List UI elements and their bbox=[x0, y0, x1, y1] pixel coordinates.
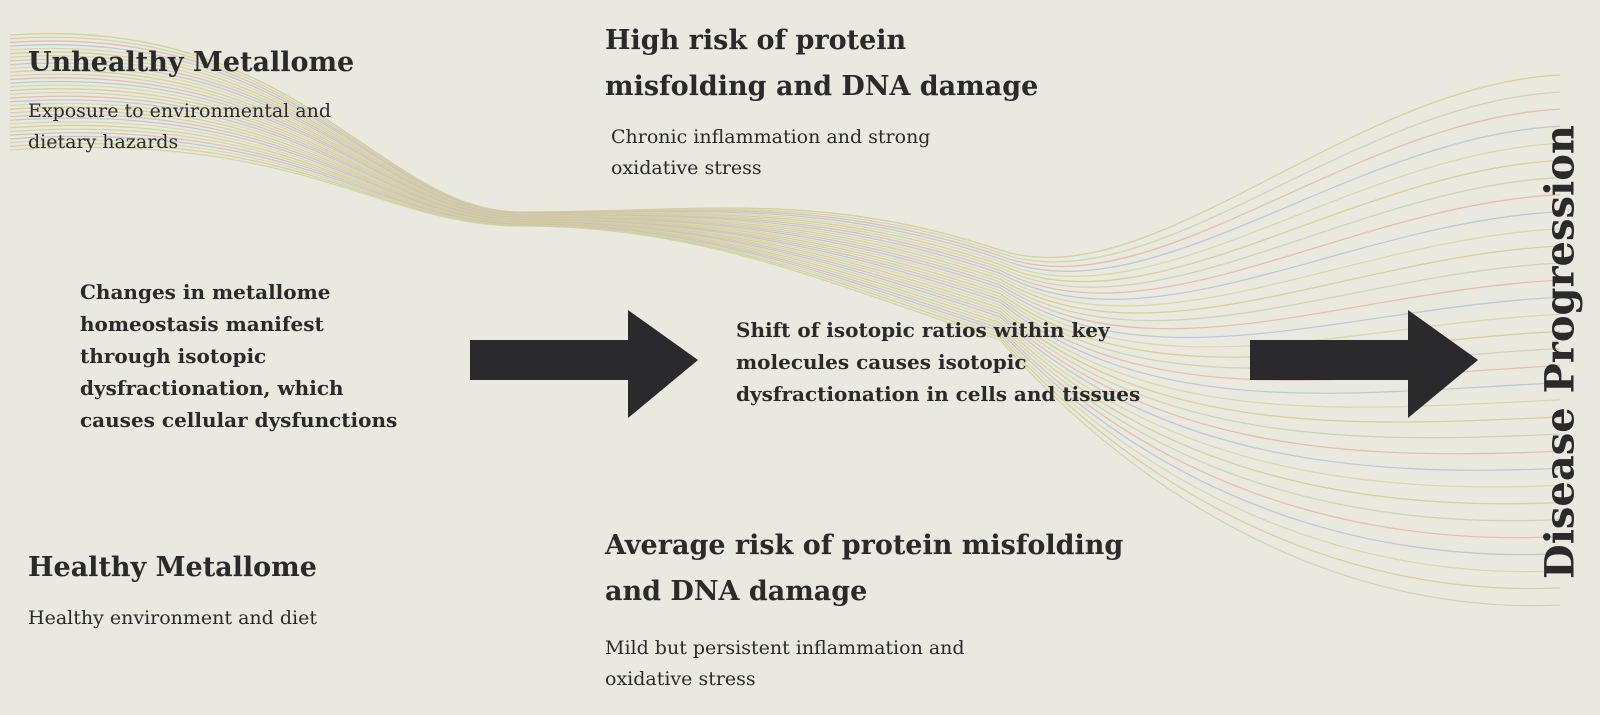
description: Chronic inflammation and strong oxidativ… bbox=[611, 126, 931, 179]
heading: Average risk of protein misfolding and D… bbox=[605, 530, 1124, 607]
waves bbox=[9, 32, 1561, 607]
unhealthy-block: Unhealthy Metallome Exposure to environm… bbox=[28, 40, 448, 158]
heading: High risk of protein misfolding and DNA … bbox=[605, 25, 1039, 102]
wave-line bbox=[9, 66, 1561, 307]
heading: Healthy Metallome bbox=[28, 552, 317, 583]
heading: Unhealthy Metallome bbox=[28, 47, 355, 78]
wave-line bbox=[9, 139, 1561, 573]
description: Mild but persistent inflammation and oxi… bbox=[605, 637, 965, 690]
wave-line bbox=[9, 80, 1561, 339]
wave-line bbox=[9, 142, 1561, 590]
side-label: Disease Progression bbox=[1536, 125, 1584, 579]
wave-line bbox=[9, 36, 1561, 263]
changes-text: Changes in metallome homeostasis manifes… bbox=[80, 280, 398, 432]
wave-line bbox=[9, 99, 1561, 394]
wave-line bbox=[9, 58, 1561, 294]
wave-line bbox=[9, 146, 1561, 607]
wave-line bbox=[9, 51, 1561, 283]
wave-line bbox=[9, 113, 1561, 455]
average-risk-block: Average risk of protein misfolding and D… bbox=[605, 523, 1125, 695]
wave-line bbox=[9, 47, 1561, 277]
shift-text: Shift of isotopic ratios within key mole… bbox=[736, 318, 1141, 406]
wave-line bbox=[9, 110, 1561, 439]
wave-line bbox=[9, 40, 1561, 268]
wave-line bbox=[9, 117, 1561, 471]
wave-line bbox=[9, 128, 1561, 522]
wave-line bbox=[9, 135, 1561, 556]
wave-line bbox=[9, 106, 1561, 423]
wave-line bbox=[9, 62, 1561, 300]
arrow bbox=[1250, 310, 1478, 418]
arrow bbox=[470, 310, 698, 418]
wave-line bbox=[9, 124, 1561, 505]
wave-line bbox=[9, 102, 1561, 408]
wave-line bbox=[9, 132, 1561, 539]
healthy-block: Healthy Metallome Healthy environment an… bbox=[28, 545, 448, 634]
high-risk-block: High risk of protein misfolding and DNA … bbox=[605, 18, 1075, 184]
wave-line bbox=[9, 77, 1561, 330]
wave-line bbox=[9, 55, 1561, 288]
wave-line bbox=[9, 44, 1561, 272]
wave-line bbox=[9, 69, 1561, 314]
wave-line bbox=[9, 121, 1561, 488]
description: Healthy environment and diet bbox=[28, 607, 317, 629]
description: Exposure to environmental and dietary ha… bbox=[28, 100, 332, 153]
wave-line bbox=[9, 32, 1561, 259]
wave-line bbox=[9, 73, 1561, 322]
